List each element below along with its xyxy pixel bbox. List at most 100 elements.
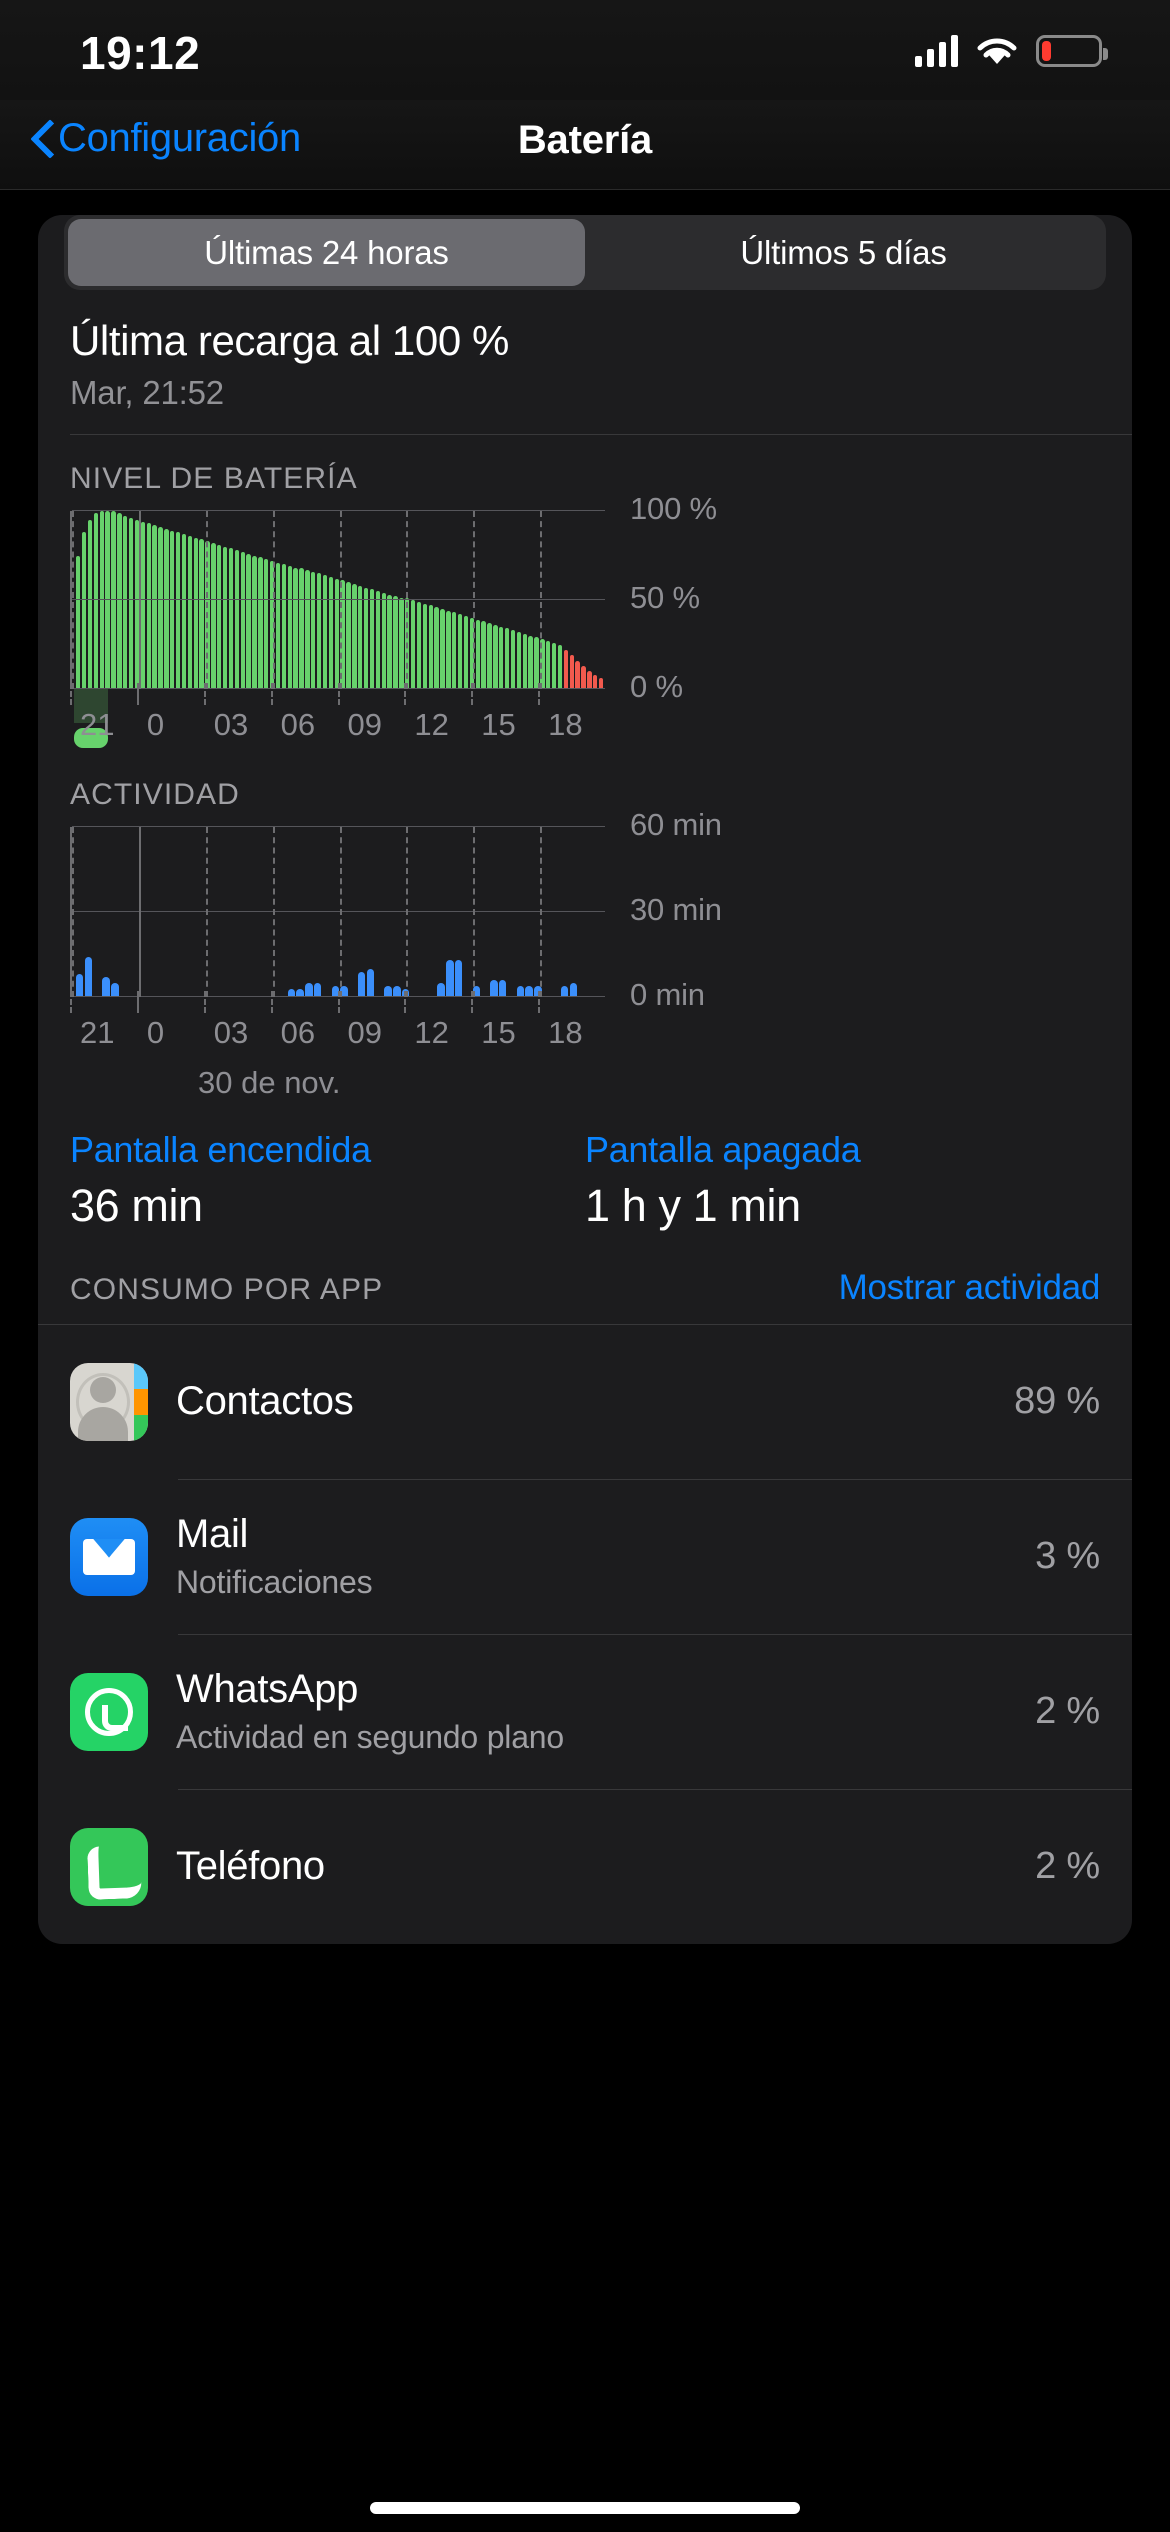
table-row[interactable]: Teléfono 2 % bbox=[38, 1789, 1132, 1944]
chart-bar bbox=[340, 580, 345, 689]
chart-bar bbox=[510, 630, 516, 689]
chart-bar bbox=[305, 569, 310, 689]
app-usage-title: CONSUMO POR APP bbox=[70, 1273, 384, 1306]
x-tick-label: 06 bbox=[280, 1015, 316, 1050]
chart-bar bbox=[551, 642, 557, 689]
table-row[interactable]: Contactos 89 % bbox=[38, 1324, 1132, 1479]
back-button[interactable]: Configuración bbox=[28, 116, 301, 161]
chart-bar bbox=[481, 621, 486, 689]
chart-bar bbox=[516, 632, 522, 689]
grid-line bbox=[72, 511, 74, 689]
grid-line bbox=[72, 826, 605, 827]
activity-bars bbox=[72, 827, 605, 997]
last-charge-title: Última recarga al 100 % bbox=[70, 317, 509, 364]
app-name: Teléfono bbox=[176, 1844, 325, 1888]
chart-bar bbox=[76, 974, 84, 997]
chart-bar bbox=[105, 511, 110, 689]
chart-bar bbox=[504, 628, 510, 689]
chart-bar bbox=[217, 544, 222, 689]
grid-line bbox=[205, 511, 208, 689]
activity-chart-title: ACTIVIDAD bbox=[70, 778, 240, 811]
x-tick-label: 0 bbox=[146, 1015, 165, 1050]
chart-bar bbox=[366, 968, 375, 997]
chart-bar bbox=[581, 665, 586, 689]
chart-bar bbox=[99, 511, 104, 689]
chart-bar bbox=[499, 626, 504, 689]
chart-bar bbox=[437, 982, 445, 997]
x-tick-line bbox=[136, 991, 139, 1013]
app-subtitle: Notificaciones bbox=[176, 1564, 373, 1600]
app-subtitle: Actividad en segundo plano bbox=[176, 1719, 564, 1755]
chart-bar bbox=[234, 550, 240, 689]
segment-last-24-hours[interactable]: Últimas 24 horas bbox=[68, 219, 585, 286]
screen-on-stat: Pantalla encendida 36 min bbox=[70, 1129, 585, 1232]
grid-line bbox=[138, 511, 141, 689]
chart-bar bbox=[346, 582, 351, 689]
chart-bar bbox=[446, 960, 454, 997]
chart-bar bbox=[111, 511, 116, 689]
chart-bar bbox=[452, 612, 457, 689]
chart-bar bbox=[158, 527, 163, 689]
table-row[interactable]: Mail Notificaciones 3 % bbox=[38, 1479, 1132, 1634]
chart-bar bbox=[299, 567, 304, 689]
screen-off-value: 1 h y 1 min bbox=[585, 1180, 801, 1231]
x-tick-label: 18 bbox=[548, 707, 583, 742]
chart-bar bbox=[93, 512, 99, 689]
chart-bar bbox=[240, 551, 245, 689]
app-percent: 3 % bbox=[1035, 1535, 1100, 1577]
chart-bar bbox=[375, 591, 381, 689]
segment-last-5-days[interactable]: Últimos 5 días bbox=[740, 233, 947, 271]
chart-bar bbox=[534, 985, 542, 997]
chart-bar bbox=[499, 980, 507, 997]
x-tick-line bbox=[270, 683, 273, 705]
time-range-segmented-control[interactable]: Últimas 24 horas Últimos 5 días bbox=[64, 215, 1106, 290]
app-percent: 2 % bbox=[1035, 1690, 1100, 1732]
x-tick-label: 12 bbox=[414, 1015, 449, 1050]
x-tick-line bbox=[136, 683, 139, 705]
navigation-bar: Configuración Batería bbox=[0, 100, 1170, 190]
x-tick-label: 06 bbox=[280, 707, 316, 742]
activity-x-axis: 21 0 03 06 09 12 15 18 bbox=[70, 991, 605, 1059]
chart-bar bbox=[569, 982, 577, 997]
chart-bar bbox=[593, 674, 598, 689]
app-usage-header: CONSUMO POR APP Mostrar actividad bbox=[38, 1232, 1132, 1324]
chart-bar bbox=[334, 578, 339, 689]
grid-line bbox=[272, 511, 275, 689]
x-tick-line bbox=[471, 683, 474, 705]
signal-bars-icon bbox=[915, 35, 958, 67]
phone-icon bbox=[70, 1827, 148, 1906]
chart-bar bbox=[560, 985, 569, 997]
chart-bar bbox=[384, 985, 392, 997]
chart-bar bbox=[563, 649, 569, 689]
table-row[interactable]: WhatsApp Actividad en segundo plano 2 % bbox=[38, 1634, 1132, 1789]
chart-bar bbox=[81, 532, 87, 689]
x-tick-line bbox=[70, 683, 72, 705]
app-name: WhatsApp bbox=[176, 1667, 359, 1711]
activity-chart[interactable]: 60 min 30 min 0 min bbox=[70, 807, 1132, 1012]
chart-bar bbox=[175, 532, 181, 689]
chart-bar bbox=[146, 523, 151, 689]
battery-level-chart[interactable]: 100 % 50 % 0 % bbox=[70, 491, 1132, 704]
grid-line bbox=[339, 827, 342, 997]
home-indicator[interactable] bbox=[370, 2502, 800, 2514]
y-tick-60min: 60 min bbox=[630, 807, 722, 842]
scroll-content[interactable]: Últimas 24 horas Últimos 5 días Última r… bbox=[0, 190, 1170, 2532]
chart-bar bbox=[540, 639, 545, 689]
chart-bar bbox=[358, 971, 366, 997]
chart-bar bbox=[525, 985, 533, 997]
contacts-icon bbox=[70, 1362, 148, 1441]
chart-bar bbox=[111, 982, 119, 997]
show-activity-button[interactable]: Mostrar actividad bbox=[838, 1268, 1101, 1307]
x-tick-line bbox=[270, 991, 273, 1013]
app-text: Contactos bbox=[148, 1379, 1014, 1424]
chart-bar bbox=[287, 988, 295, 997]
chart-bar bbox=[281, 564, 287, 689]
chart-bar bbox=[399, 598, 404, 689]
chart-bar bbox=[546, 640, 551, 689]
chart-bar bbox=[152, 525, 157, 689]
grid-line bbox=[72, 911, 605, 912]
chart-bar bbox=[181, 534, 187, 689]
x-tick-line bbox=[538, 991, 541, 1013]
grid-line bbox=[138, 827, 141, 997]
chart-bar bbox=[393, 596, 398, 689]
